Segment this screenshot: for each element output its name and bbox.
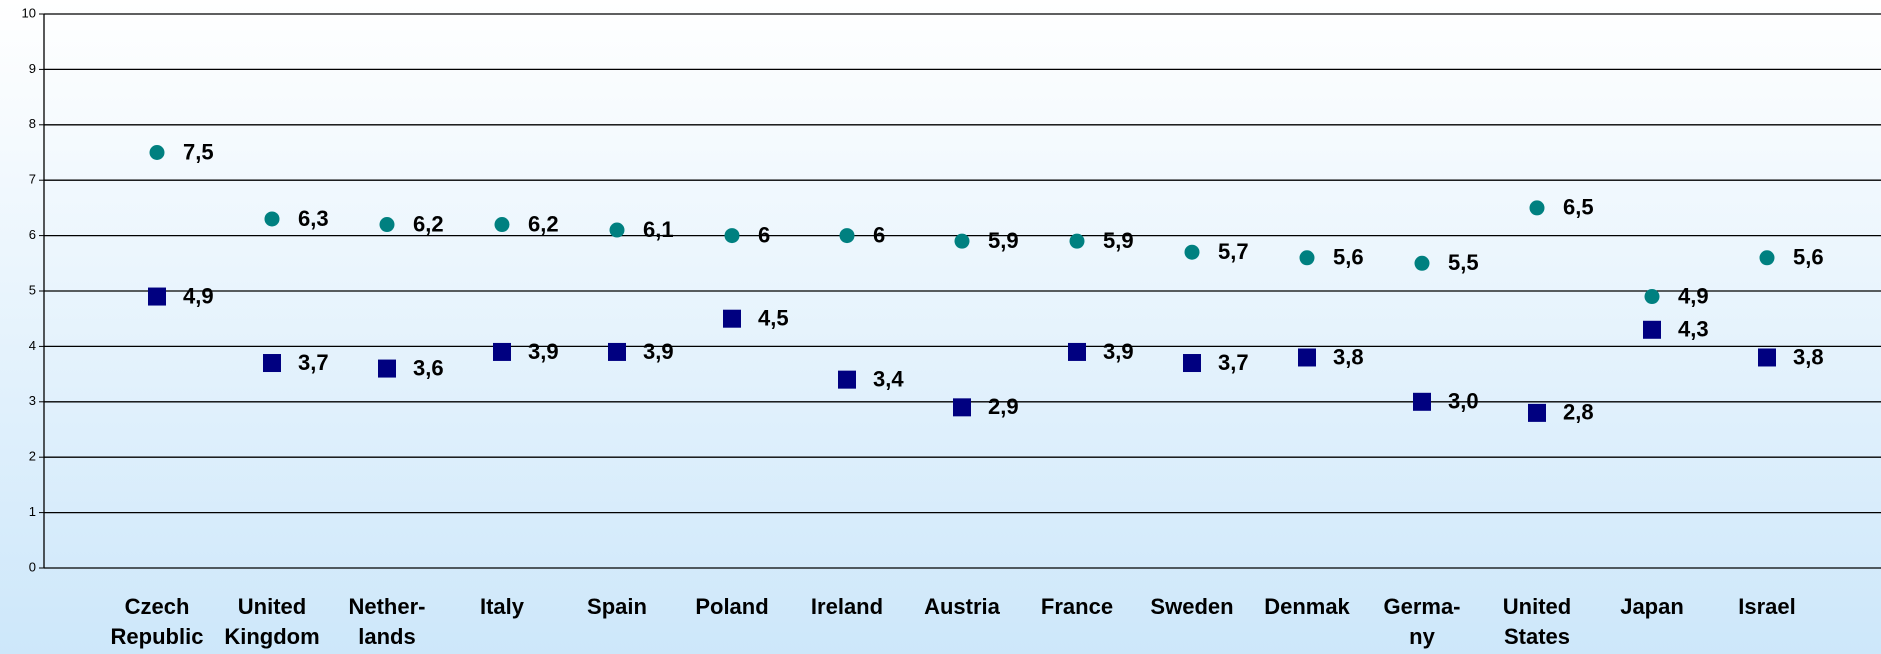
marker xyxy=(953,398,971,417)
marker xyxy=(839,228,855,244)
value-label: 4,3 xyxy=(1678,317,1709,342)
marker xyxy=(1184,244,1200,260)
value-label: 4,9 xyxy=(183,283,214,308)
y-tick-label: 2 xyxy=(29,449,36,464)
marker xyxy=(149,145,165,160)
value-label: 3,7 xyxy=(298,350,329,375)
value-label: 3,6 xyxy=(413,355,444,380)
marker xyxy=(148,287,166,306)
y-tick-label: 9 xyxy=(29,61,36,76)
x-tick-label: Czech xyxy=(125,594,190,619)
marker xyxy=(838,370,856,389)
marker xyxy=(1414,255,1430,271)
x-tick-label: Poland xyxy=(695,594,768,619)
x-tick-label: United xyxy=(1503,594,1571,619)
x-tick-label: Nether- xyxy=(348,594,425,619)
x-tick-label: Republic xyxy=(111,624,204,649)
value-label: 3,4 xyxy=(873,366,904,391)
marker xyxy=(379,217,395,233)
value-label: 2,9 xyxy=(988,394,1019,419)
y-tick-label: 6 xyxy=(29,227,36,242)
marker xyxy=(378,359,396,378)
marker xyxy=(954,233,970,249)
value-label: 5,9 xyxy=(1103,228,1134,253)
value-label: 5,9 xyxy=(988,228,1019,253)
value-label: 3,7 xyxy=(1218,350,1249,375)
marker xyxy=(494,217,510,233)
marker xyxy=(723,309,741,328)
value-label: 3,8 xyxy=(1793,344,1824,369)
marker xyxy=(1068,342,1086,361)
value-label: 3,9 xyxy=(643,339,674,364)
value-label: 7,5 xyxy=(183,139,214,164)
marker xyxy=(1069,233,1085,249)
marker xyxy=(1413,392,1431,411)
value-label: 6 xyxy=(758,222,770,247)
marker xyxy=(264,211,280,227)
value-label: 4,5 xyxy=(758,306,789,331)
x-tick-label: Ireland xyxy=(811,594,883,619)
y-tick-label: 5 xyxy=(29,282,36,297)
x-tick-label: Denmak xyxy=(1264,594,1350,619)
x-tick-label: Japan xyxy=(1620,594,1684,619)
value-label: 5,5 xyxy=(1448,250,1479,275)
value-label: 3,9 xyxy=(1103,339,1134,364)
value-label: 5,6 xyxy=(1793,245,1824,270)
x-tick-label: Kingdom xyxy=(224,624,319,649)
marker xyxy=(1298,348,1316,367)
value-label: 6,3 xyxy=(298,206,329,231)
x-tick-label: Israel xyxy=(1738,594,1796,619)
marker xyxy=(608,342,626,361)
marker xyxy=(1759,250,1775,266)
marker xyxy=(1528,403,1546,422)
value-label: 4,9 xyxy=(1678,283,1709,308)
value-label: 5,6 xyxy=(1333,245,1364,270)
marker xyxy=(1299,250,1315,266)
marker xyxy=(1529,200,1545,216)
marker xyxy=(1644,289,1660,305)
y-tick-label: 7 xyxy=(29,172,36,187)
y-tick-label: 8 xyxy=(29,116,36,131)
marker xyxy=(724,228,740,244)
value-label: 6,2 xyxy=(528,211,559,236)
value-label: 3,0 xyxy=(1448,389,1479,414)
marker xyxy=(1183,354,1201,373)
x-tick-label: United xyxy=(238,594,306,619)
y-tick-label: 10 xyxy=(22,5,36,20)
value-label: 3,8 xyxy=(1333,344,1364,369)
x-tick-label: Germa- xyxy=(1383,594,1460,619)
x-tick-label: ny xyxy=(1409,624,1435,649)
y-tick-label: 3 xyxy=(29,393,36,408)
marker xyxy=(263,354,281,373)
value-label: 6 xyxy=(873,222,885,247)
x-tick-label: States xyxy=(1504,624,1570,649)
x-tick-label: Austria xyxy=(924,594,1001,619)
x-tick-label: lands xyxy=(358,624,415,649)
value-label: 6,1 xyxy=(643,217,674,242)
x-tick-label: Sweden xyxy=(1150,594,1233,619)
marker xyxy=(493,342,511,361)
value-label: 5,7 xyxy=(1218,239,1249,264)
marker xyxy=(609,222,625,238)
value-label: 2,8 xyxy=(1563,400,1594,425)
marker xyxy=(1643,320,1661,339)
x-tick-label: Spain xyxy=(587,594,647,619)
x-tick-label: Italy xyxy=(480,594,525,619)
value-label: 6,2 xyxy=(413,211,444,236)
marker xyxy=(1758,348,1776,367)
y-tick-label: 1 xyxy=(29,504,36,519)
y-tick-label: 4 xyxy=(29,338,36,353)
value-label: 3,9 xyxy=(528,339,559,364)
y-tick-label: 0 xyxy=(29,559,36,574)
value-label: 6,5 xyxy=(1563,195,1594,220)
x-tick-label: France xyxy=(1041,594,1113,619)
